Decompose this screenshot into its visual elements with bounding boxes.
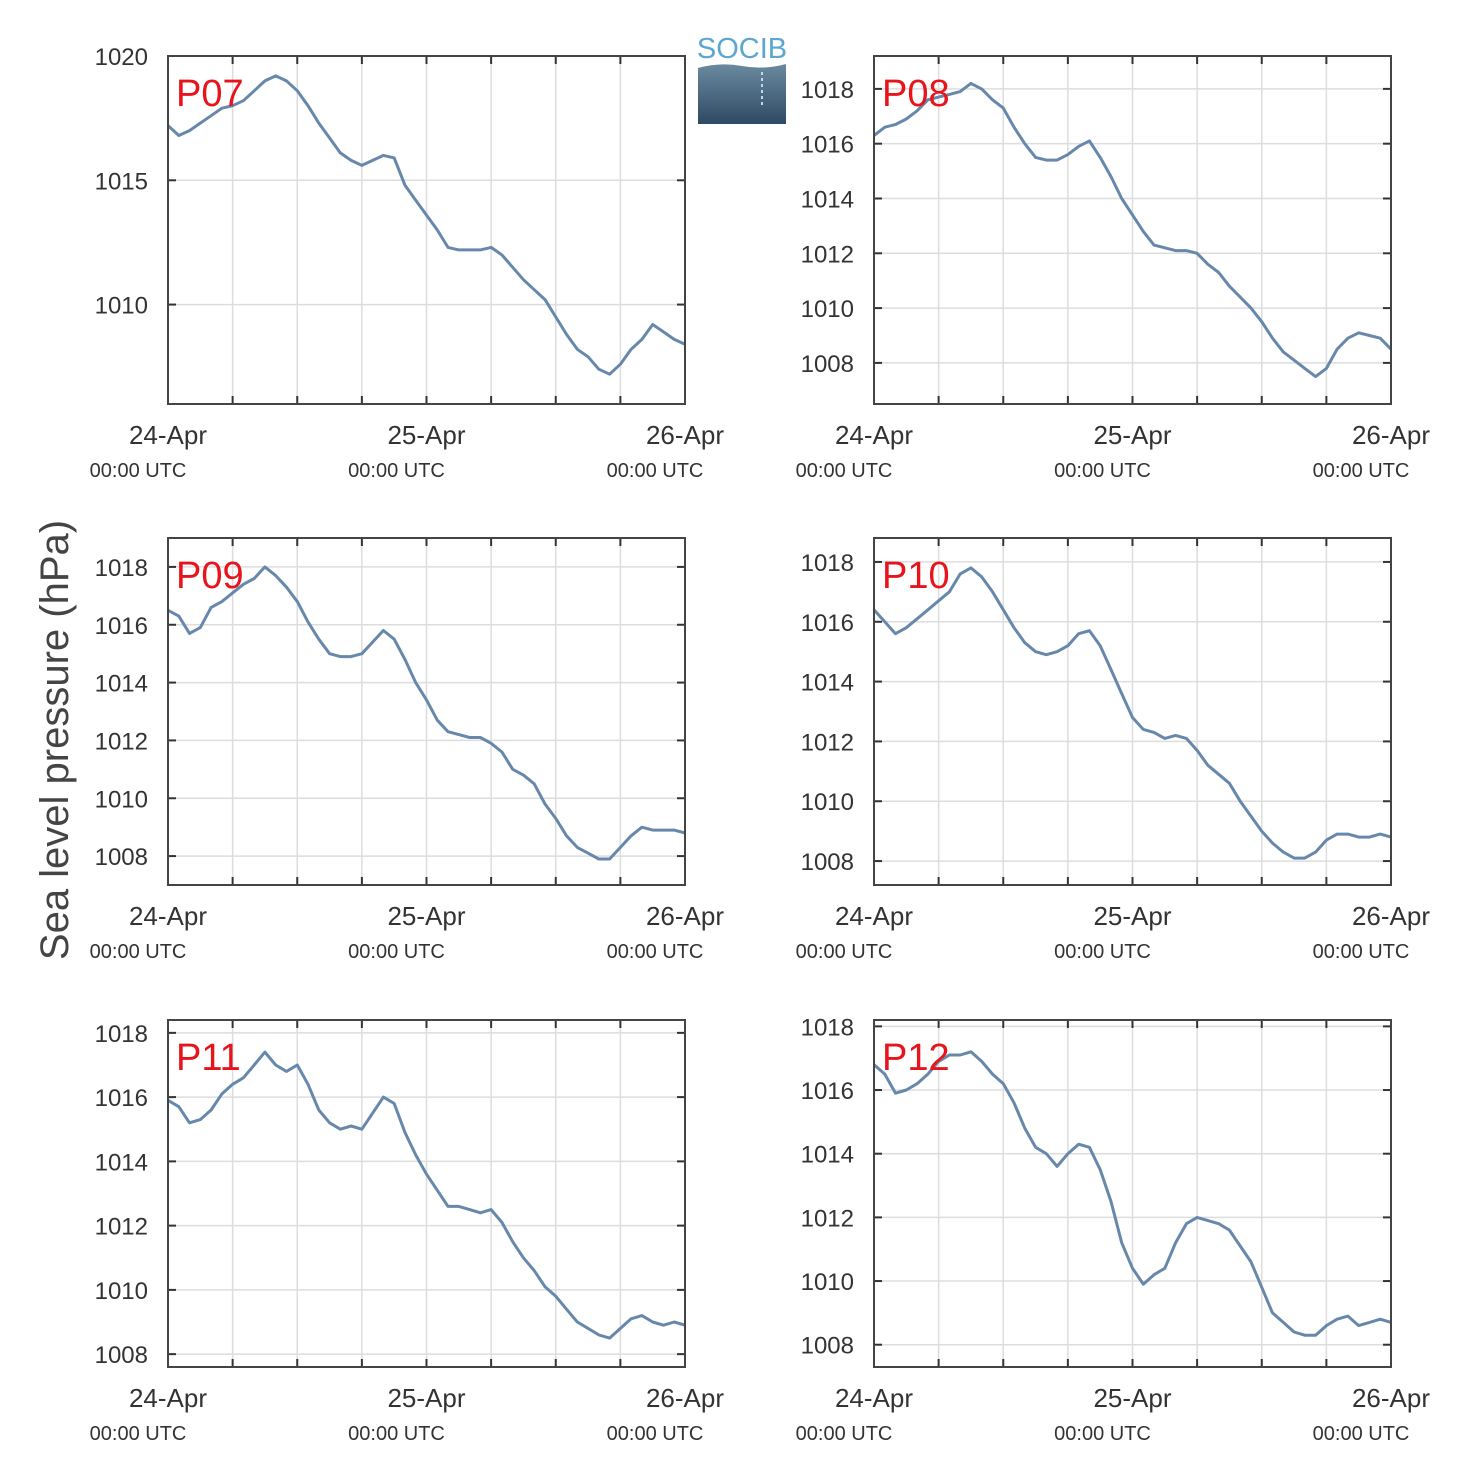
axes-frame bbox=[167, 537, 686, 886]
x-tick-label-time: 00:00 UTC bbox=[607, 460, 704, 482]
x-tick-label-time: 00:00 UTC bbox=[348, 460, 445, 482]
series-line bbox=[167, 1050, 686, 1340]
axes-frame bbox=[167, 55, 686, 405]
y-tick-label: 1016 bbox=[801, 1078, 854, 1105]
x-tick-label-time: 00:00 UTC bbox=[796, 460, 893, 482]
y-tick-label: 1015 bbox=[95, 168, 148, 195]
y-tick-label: 1012 bbox=[801, 241, 854, 268]
y-tick-label: 1016 bbox=[801, 610, 854, 637]
chart-panel-p07: 1010 1015 1020 24-Apr 00:00 UTC 25-Apr 00:00 U… bbox=[90, 44, 725, 482]
x-tick-label-date: 24-Apr bbox=[129, 1383, 207, 1413]
series-line bbox=[873, 1050, 1392, 1337]
y-tick-label: 1010 bbox=[95, 1278, 148, 1305]
y-tick-label: 1010 bbox=[801, 1269, 854, 1296]
series-line bbox=[873, 81, 1393, 379]
x-tick-label-date: 26-Apr bbox=[1352, 420, 1430, 450]
y-tick-label: 1016 bbox=[95, 613, 148, 640]
chart-panel-p08: 1008 1010 1012 1014 1016 1018 24-Apr 00:00 UTC 2… bbox=[796, 55, 1430, 482]
x-tick-label-time: 00:00 UTC bbox=[607, 1423, 704, 1445]
y-tick-label: 1010 bbox=[95, 786, 148, 813]
x-tick-label-date: 25-Apr bbox=[387, 901, 465, 931]
x-tick-label-date: 26-Apr bbox=[646, 901, 724, 931]
x-tick-label-date: 24-Apr bbox=[129, 901, 207, 931]
axes-frame bbox=[873, 537, 1392, 886]
panel-label: P07 bbox=[176, 73, 244, 115]
x-tick-label-time: 00:00 UTC bbox=[1313, 941, 1410, 963]
panel-label: P10 bbox=[882, 555, 950, 597]
x-tick-label-date: 26-Apr bbox=[646, 1383, 724, 1413]
y-tick-label: 1016 bbox=[95, 1085, 148, 1112]
x-tick-label-date: 24-Apr bbox=[835, 420, 913, 450]
y-tick-label: 1008 bbox=[95, 844, 148, 871]
y-tick-label: 1018 bbox=[801, 550, 854, 577]
y-tick-label: 1014 bbox=[801, 1142, 854, 1169]
y-tick-label: 1014 bbox=[801, 670, 854, 697]
y-tick-label: 1008 bbox=[801, 1333, 854, 1360]
x-tick-label-date: 26-Apr bbox=[1352, 901, 1430, 931]
x-tick-label-date: 25-Apr bbox=[387, 420, 465, 450]
y-tick-label: 1012 bbox=[801, 1205, 854, 1232]
chart-panel-p11: 1008 1010 1012 1014 1016 1018 24-Apr 00:00 UTC 2… bbox=[90, 1019, 724, 1445]
y-tick-label: 1010 bbox=[801, 789, 854, 816]
y-tick-label: 1010 bbox=[801, 296, 854, 323]
y-axis-label: Sea level pressure (hPa) bbox=[33, 520, 77, 960]
x-tick-label-time: 00:00 UTC bbox=[90, 1423, 187, 1445]
y-tick-label: 1018 bbox=[801, 1014, 854, 1041]
y-tick-label: 1014 bbox=[95, 1149, 148, 1176]
y-tick-label: 1018 bbox=[95, 555, 148, 582]
x-tick-label-time: 00:00 UTC bbox=[796, 1423, 893, 1445]
x-tick-label-time: 00:00 UTC bbox=[348, 1423, 445, 1445]
panels: 1010 1015 1020 24-Apr 00:00 UTC 25-Apr 00:00 U… bbox=[90, 44, 1431, 1445]
x-tick-label-date: 24-Apr bbox=[835, 1383, 913, 1413]
y-tick-label: 1008 bbox=[801, 849, 854, 876]
x-tick-label-date: 26-Apr bbox=[1352, 1383, 1430, 1413]
y-tick-label: 1008 bbox=[801, 351, 854, 378]
logo-wave bbox=[698, 64, 786, 124]
logo-text: SOCIB bbox=[697, 33, 787, 65]
chart-panel-p10: 1008 1010 1012 1014 1016 1018 24-Apr 00:00 UTC 2… bbox=[796, 537, 1430, 963]
x-tick-label-time: 00:00 UTC bbox=[1054, 460, 1151, 482]
y-tick-label: 1012 bbox=[95, 1214, 148, 1241]
chart-panel-p09: 1008 1010 1012 1014 1016 1018 24-Apr 00:00 UTC 2… bbox=[90, 537, 724, 963]
x-tick-label-date: 25-Apr bbox=[1093, 420, 1171, 450]
socib-logo: SOCIB bbox=[697, 33, 787, 124]
y-tick-label: 1012 bbox=[95, 728, 148, 755]
y-tick-label: 1020 bbox=[95, 44, 148, 71]
series-line bbox=[872, 566, 1392, 860]
x-tick-label-date: 25-Apr bbox=[1093, 901, 1171, 931]
x-tick-label-time: 00:00 UTC bbox=[90, 460, 187, 482]
panel-label: P08 bbox=[882, 73, 950, 115]
x-tick-label-time: 00:00 UTC bbox=[1054, 1423, 1151, 1445]
panel-label: P11 bbox=[176, 1037, 241, 1079]
x-tick-label-time: 00:00 UTC bbox=[1313, 460, 1410, 482]
axes-frame bbox=[167, 1019, 686, 1368]
series-line bbox=[167, 565, 686, 861]
x-tick-label-time: 00:00 UTC bbox=[796, 941, 893, 963]
axes-frame bbox=[873, 1019, 1392, 1368]
y-tick-label: 1016 bbox=[801, 132, 854, 159]
x-tick-label-date: 24-Apr bbox=[129, 420, 207, 450]
x-tick-label-date: 25-Apr bbox=[1093, 1383, 1171, 1413]
x-tick-label-time: 00:00 UTC bbox=[90, 941, 187, 963]
y-tick-label: 1018 bbox=[801, 77, 854, 104]
y-tick-label: 1018 bbox=[95, 1021, 148, 1048]
x-tick-label-time: 00:00 UTC bbox=[348, 941, 445, 963]
y-tick-label: 1014 bbox=[801, 186, 854, 213]
y-tick-label: 1008 bbox=[95, 1342, 148, 1369]
panel-label: P12 bbox=[882, 1037, 950, 1079]
chart-panel-p12: 1008 1010 1012 1014 1016 1018 24-Apr 00:00 UTC 2… bbox=[796, 1014, 1431, 1445]
panel-label: P09 bbox=[176, 555, 244, 597]
y-tick-label: 1010 bbox=[95, 293, 148, 320]
series-line bbox=[166, 74, 686, 376]
x-tick-label-time: 00:00 UTC bbox=[1313, 1423, 1410, 1445]
y-tick-label: 1014 bbox=[95, 671, 148, 698]
axes-frame bbox=[873, 55, 1392, 405]
x-tick-label-date: 26-Apr bbox=[646, 420, 724, 450]
y-tick-label: 1012 bbox=[801, 729, 854, 756]
x-tick-label-time: 00:00 UTC bbox=[1054, 941, 1151, 963]
x-tick-label-date: 24-Apr bbox=[835, 901, 913, 931]
x-tick-label-time: 00:00 UTC bbox=[607, 941, 704, 963]
x-tick-label-date: 25-Apr bbox=[387, 1383, 465, 1413]
